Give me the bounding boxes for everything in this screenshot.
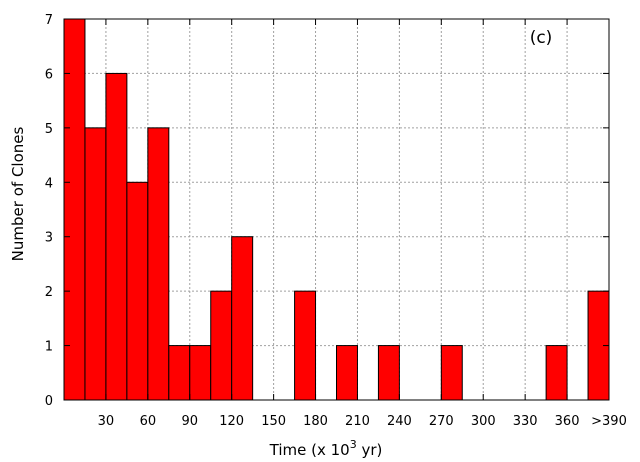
x-tick-label: 360 (555, 414, 580, 429)
histogram-bar (147, 127, 170, 401)
x-tick-label: 210 (345, 414, 370, 429)
x-axis-label: Time (x 103 yr) (269, 438, 383, 459)
y-tick-label: 1 (45, 340, 53, 355)
x-tick-label: 60 (140, 414, 157, 429)
x-axis-label-suffix: yr) (357, 441, 383, 459)
tick-marks (64, 18, 610, 401)
y-tick-label: 0 (45, 394, 53, 409)
histogram-bar (440, 345, 463, 401)
x-tick-label: 150 (261, 414, 286, 429)
y-tick-label: 6 (45, 67, 53, 82)
histogram-bar (336, 345, 358, 401)
x-tick-label: 270 (429, 414, 454, 429)
y-tick-label: 2 (45, 285, 53, 300)
histogram-bar (168, 345, 191, 401)
x-tick-label: 90 (181, 414, 198, 429)
y-tick-label: 3 (45, 231, 53, 246)
x-tick-label: 240 (387, 414, 412, 429)
x-tick-label: 120 (219, 414, 244, 429)
y-axis-label: Number of Clones (9, 127, 27, 262)
x-axis-label-prefix: Time (x 10 (269, 441, 350, 459)
plot-frame (63, 18, 610, 401)
y-tick-label: 4 (45, 176, 53, 191)
histogram-bar (126, 181, 149, 401)
bars (63, 18, 610, 401)
histogram-bar (210, 290, 233, 401)
x-axis-label-exponent: 3 (350, 438, 357, 451)
histogram-bar (189, 345, 212, 401)
x-tick-label: 300 (471, 414, 496, 429)
panel-label: (c) (530, 28, 553, 48)
x-tick-label: 180 (303, 414, 328, 429)
histogram-bar (377, 345, 400, 401)
histogram-bar (545, 345, 568, 401)
histogram-bar (84, 127, 107, 401)
y-tick-label: 5 (45, 122, 53, 137)
histogram-bar (105, 72, 128, 401)
histogram-bar (231, 236, 254, 401)
y-tick-labels: 0 1 2 3 4 5 6 7 (45, 13, 53, 409)
histogram-bar (63, 18, 86, 401)
x-tick-label: >390 (591, 414, 627, 429)
y-tick-label: 7 (45, 13, 53, 28)
x-tick-label: 330 (513, 414, 538, 429)
x-tick-label: 30 (98, 414, 115, 429)
histogram-bar (294, 290, 317, 401)
x-tick-labels: 30 60 90 120 150 180 210 240 270 300 330 360 >390 (98, 414, 627, 429)
